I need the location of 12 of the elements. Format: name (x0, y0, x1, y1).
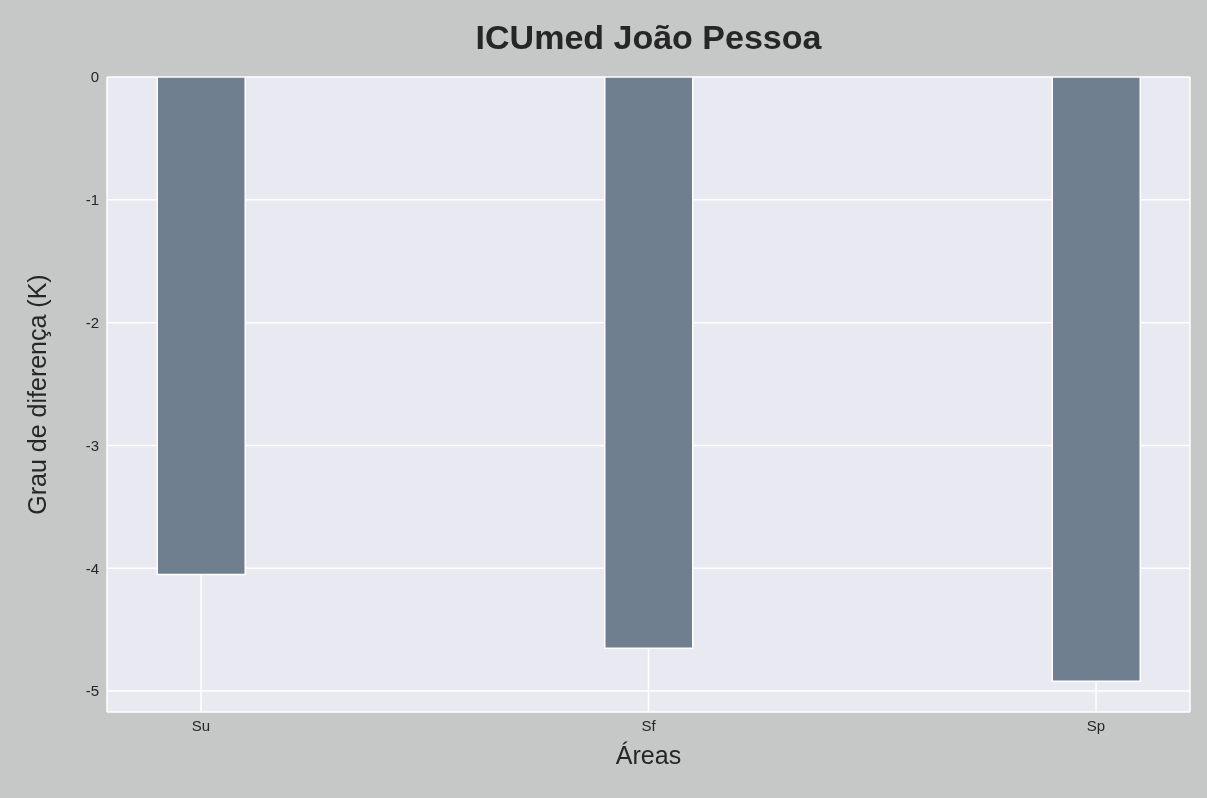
x-axis-title: Áreas (615, 741, 682, 769)
y-tick-label: 0 (90, 68, 99, 86)
y-tick-label: -5 (85, 682, 99, 700)
y-axis-title: Grau de diferença (K) (22, 274, 51, 515)
x-tick-label: Sp (1086, 716, 1106, 734)
y-tick-label: -2 (85, 313, 99, 331)
x-tick-label: Su (191, 716, 211, 734)
y-tick-label: -1 (85, 191, 99, 209)
x-tick-label: Sf (641, 716, 657, 734)
chart-title: ICUmed João Pessoa (474, 18, 823, 57)
y-tick-label: -4 (85, 559, 99, 577)
y-tick-label: -3 (85, 436, 99, 454)
